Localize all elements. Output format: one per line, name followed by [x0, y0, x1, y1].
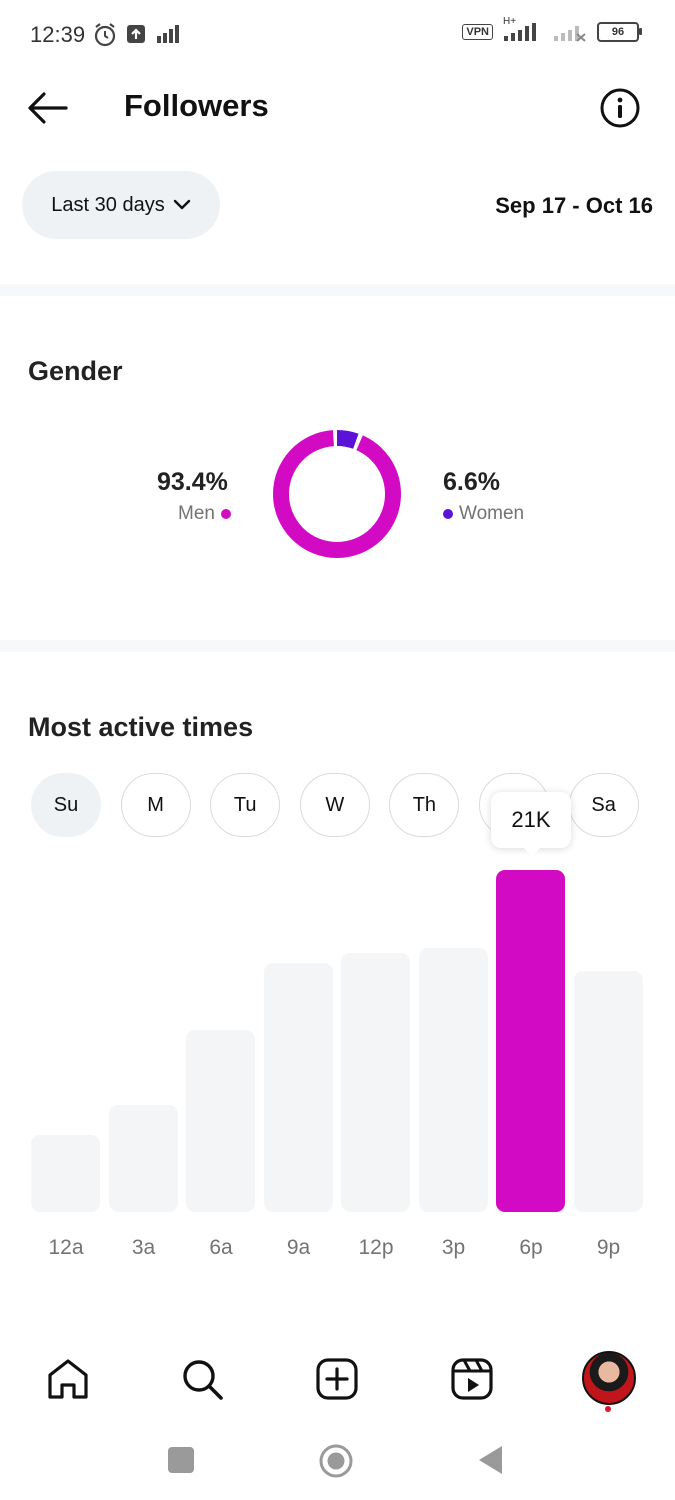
bar-3a[interactable] — [108, 1104, 178, 1212]
reels-icon[interactable] — [448, 1355, 496, 1403]
x-tick-6a: 6a — [209, 1236, 233, 1259]
day-label: Sa — [591, 793, 616, 816]
x-tick-9p: 9p — [596, 1236, 621, 1259]
men-dot — [220, 509, 231, 519]
date-range-text: Sep 17 - Oct 16 — [495, 193, 653, 218]
x-tick-3p: 3p — [441, 1236, 466, 1259]
info-icon[interactable] — [598, 86, 642, 130]
profile-avatar[interactable] — [582, 1351, 636, 1405]
create-icon[interactable] — [313, 1355, 361, 1403]
day-w[interactable]: W — [299, 773, 370, 837]
network-type: H+ — [503, 16, 517, 27]
men-percentage: 93.4% — [157, 468, 228, 496]
signal-small-icon — [157, 25, 179, 43]
bar-tooltip: 21K — [491, 792, 571, 857]
day-m[interactable]: M — [120, 773, 191, 837]
bar-6p[interactable] — [496, 870, 565, 1212]
men-legend: Men — [178, 503, 231, 525]
day-label: Th — [412, 793, 437, 816]
gender-title: Gender — [28, 356, 123, 386]
recent-apps-button[interactable] — [168, 1447, 194, 1473]
women-dot — [443, 509, 453, 519]
day-su[interactable]: Su — [31, 773, 101, 837]
gender-donut-chart — [273, 430, 401, 558]
day-label: M — [147, 793, 164, 816]
active-times-title: Most active times — [28, 712, 254, 742]
home-system-button[interactable] — [318, 1443, 354, 1479]
day-label: Tu — [233, 793, 257, 816]
x-tick-12p: 12p — [358, 1236, 394, 1259]
women-label: Women — [459, 503, 525, 524]
men-label: Men — [178, 503, 215, 524]
bar-9a[interactable] — [263, 962, 333, 1212]
status-bar: 12:39 VPN H+ — [0, 0, 675, 70]
bar-9p[interactable] — [573, 970, 643, 1212]
search-icon[interactable] — [178, 1355, 226, 1403]
status-time: 12:39 — [30, 22, 86, 47]
section-divider — [0, 284, 675, 296]
day-tu[interactable]: Tu — [210, 773, 281, 837]
x-tick-9a: 9a — [286, 1236, 311, 1259]
day-label: Su — [53, 793, 79, 816]
x-tick-12a: 12a — [48, 1236, 84, 1259]
bar-3p[interactable] — [418, 948, 488, 1212]
bar-12p[interactable] — [341, 953, 410, 1212]
vpn-badge: VPN — [462, 24, 493, 40]
bar-12a[interactable] — [31, 1135, 100, 1212]
x-tick-3a: 3a — [131, 1236, 156, 1259]
section-divider-2 — [0, 640, 675, 652]
notification-dot — [605, 1406, 611, 1412]
signal-empty-icon — [554, 26, 586, 42]
date-range-dropdown[interactable]: Last 30 days — [22, 171, 220, 239]
day-th[interactable]: Th — [389, 773, 460, 837]
chevron-down-icon — [173, 199, 190, 210]
back-arrow-icon[interactable] — [26, 88, 70, 128]
back-system-button[interactable] — [476, 1444, 504, 1476]
status-right: VPN H+ 96 — [462, 16, 642, 42]
battery-icon: 96 — [597, 22, 642, 42]
upload-icon — [127, 25, 145, 43]
page-title: Followers — [124, 88, 269, 123]
signal-icon: H+ — [503, 16, 543, 42]
day-sa[interactable]: Sa — [568, 773, 639, 837]
bar-6a[interactable] — [186, 1029, 255, 1212]
day-label: W — [325, 793, 345, 816]
alarm-icon — [94, 23, 116, 47]
donut-segment-men — [273, 430, 401, 558]
women-percentage: 6.6% — [443, 468, 500, 496]
donut-segment-women — [273, 430, 401, 558]
x-tick-6p: 6p — [519, 1236, 543, 1259]
women-legend: Women — [443, 503, 524, 525]
home-icon[interactable] — [44, 1355, 92, 1403]
date-range-dropdown-label: Last 30 days — [51, 193, 165, 216]
